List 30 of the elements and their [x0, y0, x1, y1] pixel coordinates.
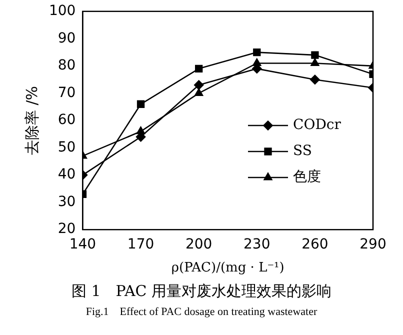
- y-tick-label: 100: [48, 3, 76, 20]
- text: Fig.1 Effect of PAC dosage on treating wastewater: [84, 305, 318, 319]
- point: [310, 74, 320, 84]
- legend-label: SS: [293, 143, 312, 160]
- y-axis-title: 去除率 /%: [22, 86, 41, 156]
- y-tick-label: 50: [58, 139, 76, 156]
- x-tick-label: 260: [302, 236, 328, 253]
- x-tick-label: 170: [127, 236, 154, 253]
- x-axis-title: ρ(PAC)/(mg · L⁻¹): [171, 260, 284, 276]
- point: [253, 48, 261, 56]
- y-tick-label: 60: [58, 112, 76, 128]
- point: [136, 100, 145, 108]
- point: [194, 88, 204, 96]
- point: [310, 58, 320, 66]
- y-tick-label: 30: [58, 194, 76, 210]
- y-tick-label: 80: [58, 58, 76, 74]
- point: [311, 51, 319, 59]
- x-tick-label: 200: [185, 236, 212, 253]
- text: 图 1 PAC 用量对废水处理效果的影响: [70, 282, 333, 301]
- y-tick-label: 70: [58, 84, 76, 101]
- y-tick-label: 40: [58, 166, 76, 183]
- x-tick-label: 290: [360, 236, 386, 253]
- point: [195, 64, 203, 73]
- point: [194, 80, 204, 90]
- legend-label: CODcr: [293, 117, 342, 134]
- y-tick-label: 20: [58, 221, 76, 238]
- x-tick-label: 230: [244, 236, 270, 253]
- y-tick-label: 90: [58, 30, 76, 46]
- legend-label: 色度: [293, 169, 321, 186]
- x-tick-label: 140: [69, 236, 96, 253]
